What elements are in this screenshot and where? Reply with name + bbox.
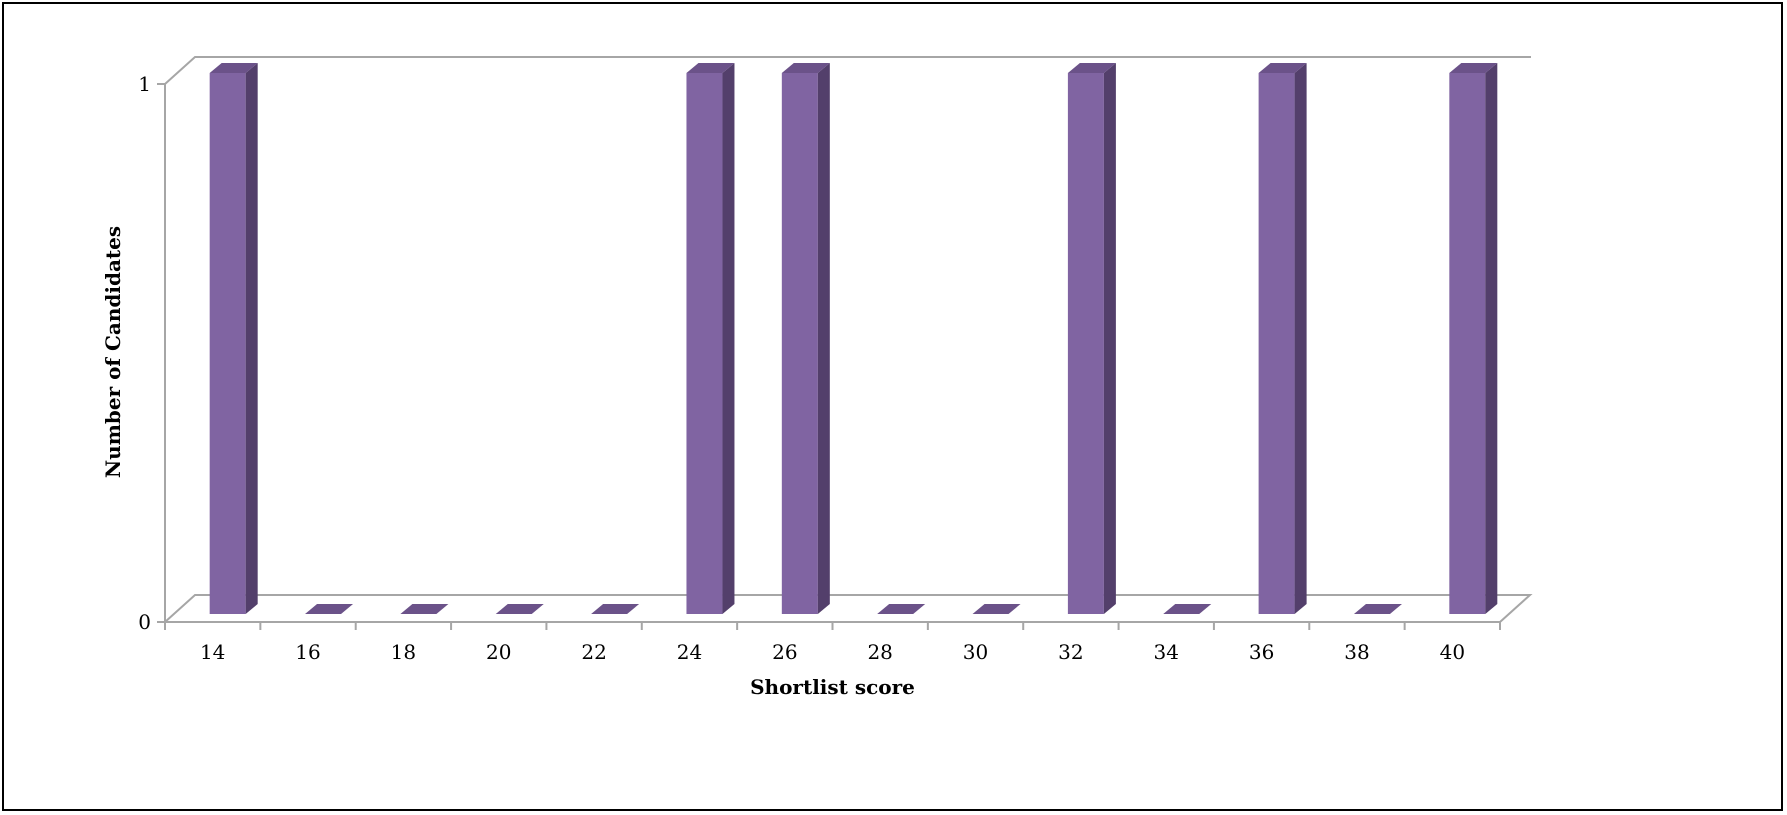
- bar-top: [209, 63, 258, 73]
- bar-side: [245, 63, 258, 614]
- x-tick-label: 16: [295, 640, 320, 664]
- bar-top: [686, 63, 735, 73]
- x-tick-label: 38: [1344, 640, 1369, 664]
- y-axis-title: Number of Candidates: [101, 226, 125, 478]
- bar-side: [1485, 63, 1498, 614]
- x-axis-title: Shortlist score: [750, 675, 915, 699]
- bar: [781, 63, 830, 614]
- bar-front: [686, 73, 723, 614]
- x-tick-label: 18: [391, 640, 416, 664]
- bar: [1449, 63, 1498, 614]
- bar-flat: [877, 604, 926, 614]
- bar: [1353, 604, 1402, 614]
- bar-side: [722, 63, 735, 614]
- bar: [972, 604, 1021, 614]
- bar-flat: [400, 604, 449, 614]
- bar-flat: [972, 604, 1021, 614]
- x-axis-ticks: [164, 622, 1501, 630]
- bar-side: [1103, 63, 1116, 614]
- x-tick-label: 20: [486, 640, 511, 664]
- chart-walls: [157, 56, 1533, 623]
- bar-flat: [591, 604, 640, 614]
- bar-side: [817, 63, 830, 614]
- bar-top: [781, 63, 830, 73]
- gridline-1: [164, 56, 1531, 85]
- floor-outline: [164, 594, 1533, 623]
- bar-front: [1258, 73, 1295, 614]
- x-tick-label: 26: [772, 640, 797, 664]
- bar-front: [781, 73, 818, 614]
- x-tick-label: 32: [1058, 640, 1083, 664]
- bar: [1258, 63, 1307, 614]
- bar: [400, 604, 449, 614]
- bar: [1067, 63, 1116, 614]
- bar-front: [1449, 73, 1486, 614]
- bar: [591, 604, 640, 614]
- x-tick-label: 24: [677, 640, 702, 664]
- bar: [1163, 604, 1212, 614]
- bar: [209, 63, 258, 614]
- bar-flat: [305, 604, 354, 614]
- bar: [686, 63, 735, 614]
- bar-top: [1067, 63, 1116, 73]
- x-tick-label: 30: [963, 640, 988, 664]
- x-tick-label: 40: [1440, 640, 1465, 664]
- bar: [877, 604, 926, 614]
- x-tick-label: 28: [867, 640, 892, 664]
- bar-front: [209, 73, 246, 614]
- chart-bars: [209, 63, 1498, 614]
- x-tick-label: 14: [200, 640, 225, 664]
- bar-top: [1258, 63, 1307, 73]
- bar-top: [1449, 63, 1498, 73]
- bar: [305, 604, 354, 614]
- y-axis-tick-labels: 01: [138, 72, 151, 634]
- bar-side: [1294, 63, 1307, 614]
- x-tick-label: 36: [1249, 640, 1274, 664]
- bar: [495, 604, 544, 614]
- x-axis-tick-labels: 14 16 18 20 22 24 26 28 30 32 34 36 38 40: [200, 640, 1465, 664]
- x-tick-label: 22: [581, 640, 606, 664]
- bar-flat: [1353, 604, 1402, 614]
- bar-flat: [1163, 604, 1212, 614]
- y-tick-label: 0: [138, 610, 151, 634]
- x-tick-label: 34: [1154, 640, 1179, 664]
- y-tick-label: 1: [138, 72, 151, 96]
- bar-front: [1067, 73, 1104, 614]
- bar-flat: [495, 604, 544, 614]
